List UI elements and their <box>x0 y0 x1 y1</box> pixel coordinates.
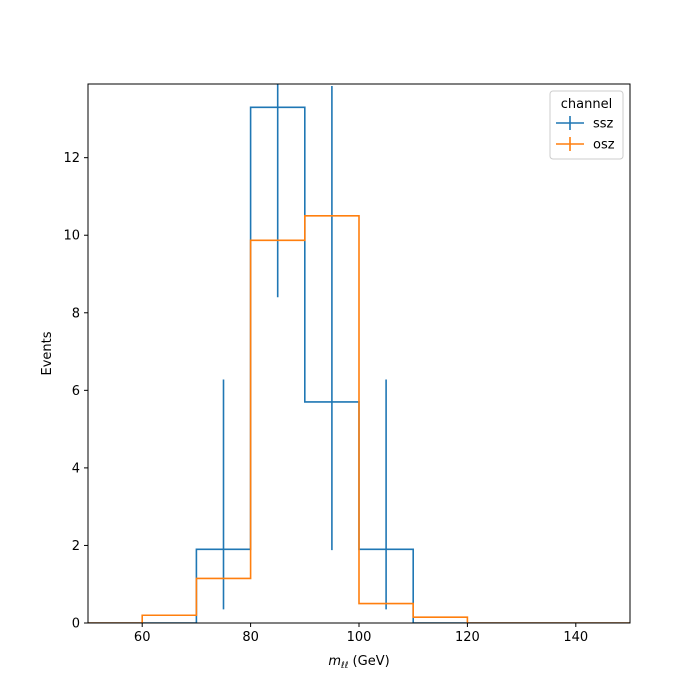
x-tick-label: 120 <box>455 630 480 645</box>
x-tick-label: 60 <box>134 630 151 645</box>
y-axis: 0 2 4 6 8 10 12 <box>63 151 88 632</box>
legend-label-osz: osz <box>593 138 615 153</box>
x-axis-label-unit: (GeV) <box>348 654 389 669</box>
y-tick-label: 6 <box>72 384 80 399</box>
x-tick-label: 100 <box>347 630 372 645</box>
y-tick-label: 4 <box>72 461 80 476</box>
legend-entries: ssz osz <box>556 116 615 153</box>
legend-label-ssz: ssz <box>593 117 614 132</box>
x-axis-label-base: m <box>328 654 341 669</box>
x-axis-label: mℓℓ (GeV) <box>328 654 389 671</box>
legend-title: channel <box>561 97 612 112</box>
y-tick-label: 10 <box>63 229 80 244</box>
plot-area <box>88 84 630 623</box>
legend: channel ssz osz <box>549 90 624 160</box>
series-osz-step <box>88 215 630 623</box>
y-axis-label: Events <box>40 331 55 375</box>
y-tick-label: 0 <box>72 617 80 632</box>
legend-box <box>549 90 624 160</box>
y-tick-label: 8 <box>72 306 80 321</box>
x-tick-label: 140 <box>563 630 588 645</box>
y-tick-label: 2 <box>72 539 80 554</box>
x-axis: 60 80 100 120 140 <box>134 623 588 645</box>
y-tick-label: 12 <box>63 151 80 166</box>
x-tick-label: 80 <box>242 630 259 645</box>
x-axis-label-subscript: ℓℓ <box>340 661 348 671</box>
